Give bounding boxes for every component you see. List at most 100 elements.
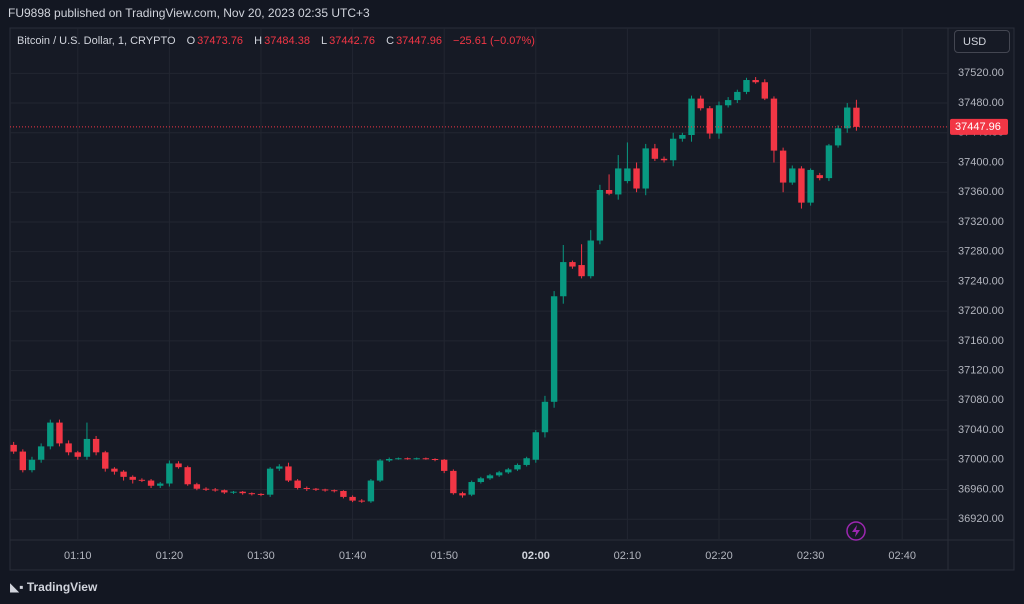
currency-button[interactable]: USD: [954, 30, 1010, 53]
candle-body: [19, 451, 27, 471]
candle-body: [633, 168, 640, 189]
candle-body: [257, 493, 265, 495]
candle-body: [83, 438, 91, 457]
candle-body: [193, 484, 201, 489]
x-tick-label: 01:10: [64, 550, 92, 562]
x-tick-label: 01:30: [247, 550, 275, 562]
candle-body: [202, 488, 210, 490]
candle-body: [834, 128, 842, 146]
candle-body: [669, 138, 677, 161]
candle-body: [697, 98, 704, 109]
legend-value: 37447.96: [396, 35, 442, 47]
last-price-label: 37447.96: [955, 121, 1001, 133]
x-tick-label: 01:40: [339, 550, 367, 562]
x-tick-label: 01:20: [156, 550, 184, 562]
candle-body: [816, 175, 823, 179]
candle-body: [615, 168, 622, 195]
candle-body: [175, 463, 182, 468]
candle-body: [74, 452, 81, 457]
candle-body: [532, 432, 539, 460]
candle-body: [294, 480, 301, 488]
grid: [10, 28, 948, 540]
candle-body: [486, 475, 494, 479]
last-price-tag: [950, 118, 1008, 135]
y-tick-label: 37160.00: [958, 335, 1004, 347]
y-tick-label: 37520.00: [958, 67, 1004, 79]
candle-body: [166, 463, 173, 484]
logo-mark: ◣▪: [10, 580, 27, 594]
candle-body: [248, 493, 256, 495]
candle-body: [706, 108, 714, 134]
candle-body: [404, 458, 411, 460]
legend-label: C: [386, 35, 395, 47]
candle-body: [495, 472, 503, 476]
candle-body: [230, 491, 237, 493]
publish-header: FU9898 published on TradingView.com, Nov…: [8, 6, 370, 20]
candle-body: [450, 470, 457, 494]
candle-body: [92, 438, 100, 453]
legend-label: H: [254, 35, 263, 47]
candle-body: [56, 422, 63, 444]
y-tick-label: 37000.00: [958, 454, 1004, 466]
candle-body: [147, 480, 155, 486]
candle-body: [853, 107, 860, 127]
candle-body: [431, 459, 439, 461]
candle-body: [211, 489, 219, 491]
candle-body: [642, 148, 649, 189]
y-tick-label: 37320.00: [958, 216, 1004, 228]
y-tick-label: 37080.00: [958, 394, 1004, 406]
candle-body: [184, 467, 191, 485]
brand-logo[interactable]: ◣▪ TradingView: [10, 580, 97, 594]
candle-body: [724, 100, 732, 106]
candle-body: [276, 466, 283, 469]
y-tick-label: 37200.00: [958, 305, 1004, 317]
candle-body: [752, 80, 759, 83]
y-tick-label: 37040.00: [958, 424, 1004, 436]
candle-body: [825, 145, 833, 179]
candle-body: [660, 158, 668, 161]
brand-name: TradingView: [26, 580, 98, 594]
legend-label: L: [321, 35, 328, 47]
candle-body: [651, 148, 659, 159]
candles: [10, 77, 948, 503]
candle-body: [807, 169, 814, 203]
legend-change: −25.61 (−0.07%): [453, 35, 535, 47]
candle-body: [505, 469, 512, 473]
candle-body: [578, 265, 585, 277]
y-tick-label: 36920.00: [958, 513, 1004, 525]
candle-body: [120, 471, 127, 477]
candle-body: [798, 168, 805, 203]
candle-body: [413, 458, 420, 460]
candle-body: [688, 98, 695, 136]
x-tick-label: 02:00: [522, 550, 550, 562]
candle-body: [376, 460, 384, 481]
candle-body: [560, 262, 567, 297]
candle-body: [102, 452, 109, 469]
candle-body: [789, 168, 796, 183]
chart-pane: [9, 27, 1015, 571]
candle-body: [349, 496, 356, 501]
y-tick-label: 37240.00: [958, 275, 1004, 287]
candle-body: [395, 458, 402, 460]
candle-body: [743, 80, 750, 92]
candle-body: [596, 189, 604, 241]
legend-value: 37473.76: [197, 35, 244, 47]
legend-label: O: [186, 35, 196, 47]
candle-body: [440, 459, 448, 471]
candle-body: [239, 491, 246, 494]
candle-body: [111, 468, 118, 472]
symbol-title: Bitcoin / U.S. Dollar, 1, CRYPTO: [17, 35, 176, 47]
candle-body: [312, 488, 320, 490]
candle-body: [844, 107, 851, 129]
symbol-legend: Bitcoin / U.S. Dollar, 1, CRYPTO O 37473.…: [17, 35, 537, 47]
candle-body: [321, 489, 329, 491]
candle-body: [770, 98, 778, 151]
x-tick-label: 02:10: [614, 550, 642, 562]
y-tick-label: 37120.00: [958, 364, 1004, 376]
candle-body: [569, 262, 576, 267]
candle-body: [468, 482, 475, 495]
candle-body: [523, 458, 530, 465]
candle-body: [514, 464, 521, 470]
